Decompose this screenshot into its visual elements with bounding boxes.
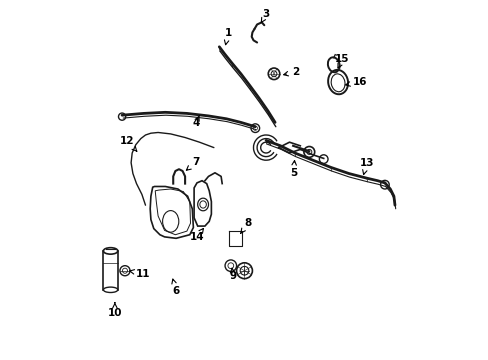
Text: 16: 16 [345, 77, 366, 87]
Text: 12: 12 [120, 136, 137, 151]
Text: 3: 3 [261, 9, 269, 23]
Text: 8: 8 [240, 218, 251, 233]
Text: 1: 1 [224, 28, 231, 45]
Text: 13: 13 [359, 158, 373, 175]
Text: 4: 4 [192, 115, 199, 128]
Text: 11: 11 [129, 269, 150, 279]
Text: 5: 5 [289, 161, 297, 178]
Text: 10: 10 [107, 303, 122, 318]
Text: 6: 6 [171, 279, 180, 296]
Text: 7: 7 [186, 157, 200, 170]
Text: 9: 9 [229, 268, 236, 282]
Text: 15: 15 [334, 54, 349, 68]
Text: 2: 2 [283, 67, 299, 77]
Text: 14: 14 [189, 229, 204, 242]
